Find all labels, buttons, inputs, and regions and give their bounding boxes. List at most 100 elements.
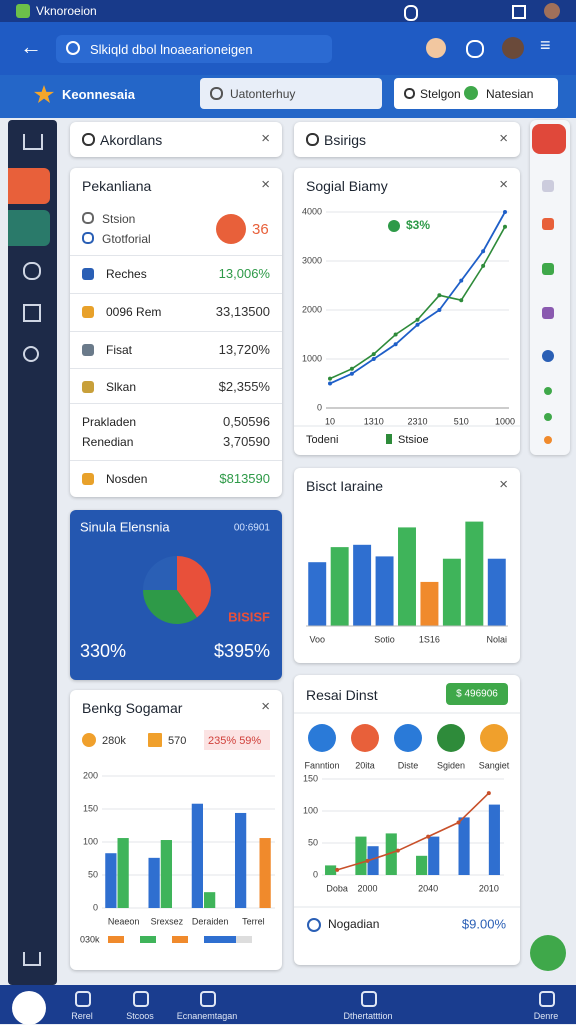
data-point	[395, 848, 400, 853]
nav-label[interactable]: Rerel	[71, 1011, 93, 1021]
data-point	[456, 820, 461, 825]
nav-icon[interactable]	[133, 991, 149, 1007]
list-card: Pekanliana × Stsion Gtotforial 36 Reches…	[70, 168, 282, 497]
bar	[330, 547, 349, 626]
data-point	[459, 298, 464, 303]
annotation: BISISF	[228, 609, 270, 624]
upload-icon[interactable]	[466, 40, 484, 58]
close-button[interactable]: ×	[261, 130, 270, 147]
data-point	[328, 376, 332, 381]
icon-label: Sangiet	[479, 760, 510, 770]
data-point	[371, 357, 376, 361]
nav-icon[interactable]	[539, 991, 555, 1007]
panel-dot	[544, 387, 552, 395]
data-point	[503, 224, 507, 229]
back-button[interactable]: ←	[20, 34, 42, 59]
fab[interactable]	[530, 935, 566, 971]
row-label: Renedian	[82, 435, 134, 449]
bar	[488, 804, 500, 875]
footer-value: $9.00%	[462, 916, 507, 931]
x-tick-label: Terrel	[242, 916, 265, 926]
data-point	[437, 308, 442, 312]
bar	[428, 836, 440, 875]
bar	[353, 544, 372, 626]
nav-icon[interactable]	[361, 991, 377, 1007]
row-value: $2,355%	[218, 379, 270, 394]
chart-card: Benkg Sogamar × 280k 570 235% 59% 0 50 100 150…	[70, 690, 282, 970]
close-button[interactable]: ×	[499, 476, 508, 493]
nav-label[interactable]: Ecnanemtagan	[176, 1011, 238, 1021]
bar	[375, 556, 394, 626]
top-bar: ← Slkiqld dbol lnoaearioneigen ≡	[0, 22, 576, 75]
y-tick-label: 4000	[302, 206, 322, 216]
menu-button[interactable]: ≡	[540, 35, 551, 55]
x-tick-label: 1S16	[419, 634, 440, 644]
chart: $ 496906 Fanntion 20ita Diste Sgiden Sangiet 0…	[294, 683, 520, 932]
bar	[420, 581, 439, 626]
brand-name: Keonnesaia	[62, 87, 135, 102]
footer-swatch	[236, 936, 252, 943]
y-tick-label: 2000	[302, 304, 322, 314]
y-tick-label: 50	[88, 869, 98, 879]
nav-search[interactable]	[23, 346, 39, 362]
bar	[148, 857, 160, 908]
nav-home[interactable]	[23, 952, 41, 966]
pie-slice	[143, 556, 177, 590]
nav-active[interactable]	[8, 168, 50, 204]
avatar[interactable]	[502, 37, 524, 59]
bar	[416, 855, 428, 875]
y-tick-label: 0	[93, 902, 98, 912]
panel-icon[interactable]	[542, 350, 554, 362]
nav-label[interactable]: Stcoos	[126, 1011, 154, 1021]
badge-value: 36	[252, 221, 269, 238]
x-tick-label: Srexsez	[151, 916, 184, 926]
x-tick-label: Doba	[326, 883, 348, 893]
nav-label[interactable]: Denre	[533, 1011, 559, 1021]
pie-slice	[177, 556, 211, 618]
radio	[404, 88, 415, 99]
search-box[interactable]: Slkiqld dbol lnoaearioneigen	[56, 35, 332, 63]
close-button[interactable]: ×	[261, 698, 270, 715]
panel-icon[interactable]	[542, 218, 554, 230]
data-point	[328, 381, 332, 386]
badge: $ 496906	[456, 689, 498, 700]
x-tick-label: Voo	[309, 634, 325, 644]
nav-item[interactable]	[23, 262, 41, 280]
data-point	[415, 322, 420, 327]
panel-icon[interactable]	[542, 307, 554, 319]
y-tick-label: 3000	[302, 255, 322, 265]
nav-item[interactable]	[23, 304, 41, 322]
search-box[interactable]: Uatonterhuy	[200, 78, 382, 109]
sub-bar: Keonnesaia Uatonterhuy Stelgon Natesian	[0, 75, 576, 118]
chart: Voo Sotio 1S16 Nolai	[306, 521, 508, 644]
home-fab[interactable]	[12, 991, 46, 1025]
card-title: Resai Dinst	[306, 687, 378, 703]
nav-home[interactable]	[23, 134, 43, 150]
profile-icon[interactable]	[426, 38, 446, 58]
nav-item[interactable]	[8, 210, 50, 246]
panel-dot	[544, 413, 552, 421]
bar	[308, 562, 327, 626]
stat: 235% 59%	[208, 735, 261, 747]
close-button[interactable]: ×	[499, 176, 508, 193]
panel-icon[interactable]	[542, 263, 554, 275]
panel-button[interactable]	[532, 124, 566, 154]
y-tick-label: 100	[83, 836, 98, 846]
nav-icon[interactable]	[75, 991, 91, 1007]
card-title: Bisct Iaraine	[306, 478, 384, 494]
filter-button[interactable]: Stelgon Natesian	[394, 78, 558, 109]
close-button[interactable]: ×	[499, 130, 508, 147]
nav-icon[interactable]	[200, 991, 216, 1007]
header-icon	[82, 232, 94, 244]
stat-icon	[82, 733, 96, 747]
bar	[385, 833, 397, 875]
bar	[355, 836, 367, 875]
data-point	[459, 278, 464, 283]
panel-icon[interactable]	[542, 180, 554, 192]
row-value: 0,50596	[223, 414, 270, 429]
nav-label[interactable]: Dthertatttion	[343, 1011, 393, 1021]
status-icon	[512, 5, 526, 19]
close-button[interactable]: ×	[261, 176, 270, 193]
data-line	[329, 211, 506, 385]
app-icon	[16, 4, 30, 18]
